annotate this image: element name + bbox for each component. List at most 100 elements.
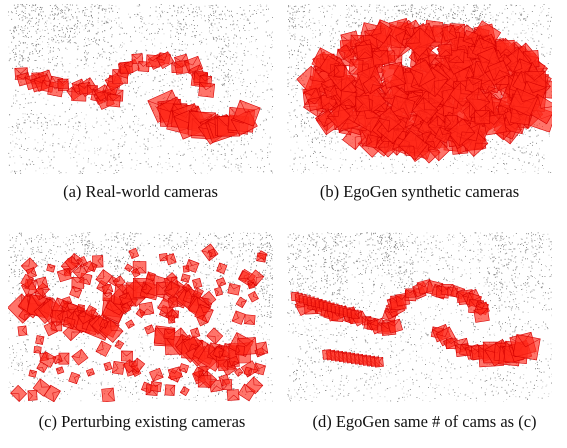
- camera-frustum: [124, 263, 134, 273]
- camera-frustum: [333, 64, 345, 77]
- camera-frustum: [207, 248, 217, 258]
- camera-frustum: [365, 134, 379, 149]
- camera-frustum: [101, 283, 114, 295]
- camera-frustum: [370, 21, 393, 44]
- panel-b-caption: (b) EgoGen synthetic cameras: [319, 182, 520, 201]
- camera-frustum: [227, 283, 241, 296]
- camera-frustum: [226, 389, 240, 401]
- camera-frustum: [72, 264, 88, 280]
- camera-frustum: [103, 361, 113, 372]
- camera-frustum: [111, 360, 125, 375]
- camera-frustum: [376, 107, 402, 133]
- camera-frustum: [337, 44, 353, 60]
- camera-frustum: [164, 384, 176, 396]
- camera-frustum: [145, 271, 156, 282]
- camera-frustum: [145, 54, 161, 68]
- camera-frustum: [323, 85, 338, 99]
- camera-frustum: [95, 340, 112, 357]
- camera-frustum: [125, 319, 135, 329]
- camera-frustum: [55, 366, 65, 375]
- camera-frustum: [348, 58, 364, 76]
- camera-frustum: [192, 277, 203, 289]
- camera-frustum: [206, 327, 224, 345]
- camera-frustum: [149, 367, 164, 382]
- camera-frustum: [64, 255, 80, 271]
- camera-frustum: [69, 285, 83, 299]
- camera-frustum: [56, 267, 72, 283]
- camera-frustum: [247, 291, 259, 303]
- camera-frustum: [215, 277, 227, 288]
- camera-frustum: [256, 252, 267, 263]
- panel-b-image: [287, 4, 552, 174]
- panel-c-caption: (c) Perturbing existing cameras: [38, 412, 246, 431]
- camera-frustum: [247, 281, 256, 290]
- point-cloud-dots: [8, 4, 273, 174]
- camera-frustum: [355, 43, 373, 60]
- camera-frustum: [326, 104, 351, 128]
- camera-frustum: [362, 75, 382, 95]
- camera-frustum: [135, 308, 146, 319]
- camera-frustum: [85, 368, 95, 377]
- panel-a-caption: (a) Real-world cameras: [63, 182, 218, 201]
- camera-frustum: [68, 371, 81, 385]
- camera-frustum: [424, 132, 442, 150]
- camera-frustum: [59, 299, 70, 309]
- camera-frustum: [62, 323, 81, 342]
- camera-frustum: [234, 367, 244, 377]
- camera-frustum: [441, 24, 458, 42]
- camera-frustum: [43, 321, 58, 337]
- camera-frustum: [255, 341, 269, 356]
- camera-set: [290, 278, 541, 368]
- camera-frustum: [95, 269, 113, 287]
- camera-frustum: [243, 366, 253, 377]
- camera-frustum: [33, 346, 42, 354]
- camera-frustum: [36, 276, 49, 290]
- camera-frustum: [140, 283, 153, 295]
- camera-frustum: [144, 324, 155, 335]
- camera-frustum: [180, 273, 191, 283]
- camera-frustum: [212, 346, 225, 359]
- camera-frustum: [473, 307, 490, 323]
- camera-frustum: [155, 51, 175, 70]
- camera-frustum: [512, 334, 541, 361]
- camera-frustum: [389, 95, 416, 120]
- camera-frustum: [181, 282, 192, 293]
- camera-frustum: [163, 328, 176, 340]
- camera-frustum: [36, 361, 49, 374]
- camera-frustum: [182, 265, 190, 273]
- camera-frustum: [46, 263, 56, 273]
- point-cloud-render: [287, 4, 552, 174]
- camera-frustum: [121, 350, 133, 362]
- camera-frustum: [381, 61, 407, 89]
- camera-frustum: [167, 366, 183, 381]
- camera-frustum: [192, 366, 205, 379]
- point-cloud-render: [287, 232, 552, 402]
- camera-frustum: [57, 78, 69, 89]
- camera-frustum: [374, 356, 384, 368]
- camera-frustum: [178, 363, 190, 373]
- panel-d-image: [287, 232, 552, 402]
- point-cloud-dots: [8, 232, 273, 402]
- panel-c-image: [8, 232, 273, 402]
- camera-frustum: [247, 269, 265, 287]
- camera-frustum: [244, 314, 256, 325]
- camera-frustum: [18, 308, 31, 322]
- point-cloud-render: [8, 4, 273, 174]
- camera-frustum: [398, 130, 428, 161]
- camera-frustum: [404, 27, 435, 58]
- camera-frustum: [99, 318, 109, 329]
- camera-frustum: [10, 384, 28, 402]
- camera-set: [8, 243, 269, 402]
- camera-frustum: [167, 315, 176, 324]
- camera-frustum: [114, 339, 125, 350]
- camera-frustum: [412, 97, 439, 124]
- panel-d-caption: (d) EgoGen same # of cams as (c): [312, 412, 537, 431]
- camera-frustum: [150, 381, 162, 393]
- camera-frustum: [434, 126, 452, 144]
- camera-frustum: [50, 309, 64, 324]
- camera-frustum: [101, 387, 115, 402]
- camera-frustum: [62, 316, 76, 330]
- camera-frustum: [231, 310, 246, 325]
- camera-frustum: [179, 386, 190, 397]
- camera-frustum: [183, 336, 200, 353]
